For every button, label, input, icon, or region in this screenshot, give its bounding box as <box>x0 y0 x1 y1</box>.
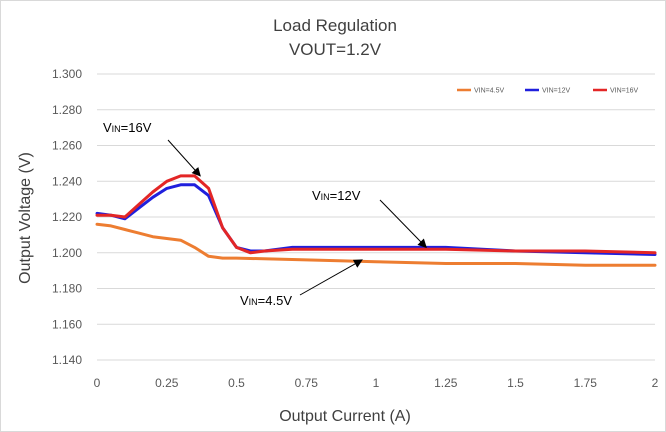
chart-title: Load Regulation <box>273 16 397 35</box>
x-tick-labels: 0 0.25 0.5 0.75 1 1.25 1.5 1.75 2 <box>94 376 659 390</box>
series-line-1 <box>95 183 657 256</box>
x-tick-label: 2 <box>652 376 659 390</box>
x-tick-label: 0.75 <box>295 376 319 390</box>
annotation-arrow <box>379 199 427 249</box>
x-tick-label: 0 <box>94 376 101 390</box>
legend-label: VIN=4.5V <box>474 88 504 95</box>
annotation-label: VIN=12V <box>312 188 361 203</box>
annotation-arrow <box>167 139 201 177</box>
x-tick-label: 0.5 <box>228 376 245 390</box>
annotation-main: V <box>240 293 249 308</box>
chart-subtitle: VOUT=1.2V <box>289 40 382 59</box>
y-tick-label: 1.260 <box>52 139 82 153</box>
annotation-rest: =4.5V <box>258 293 293 308</box>
series-line-2 <box>95 174 657 255</box>
y-tick-label: 1.240 <box>52 174 82 188</box>
annotation-label: VIN=4.5V <box>240 293 292 308</box>
gridlines <box>97 73 655 361</box>
y-tick-label: 1.180 <box>52 282 82 296</box>
annotation-rest: =12V <box>330 188 361 203</box>
y-tick-label: 1.140 <box>52 353 82 367</box>
y-axis-label: Output Voltage (V) <box>17 152 34 284</box>
annotation-arrow <box>299 259 363 296</box>
annotation-rest: =16V <box>121 120 152 135</box>
y-tick-label: 1.300 <box>52 67 82 81</box>
y-tick-label: 1.280 <box>52 103 82 117</box>
x-tick-label: 0.25 <box>155 376 179 390</box>
x-tick-label: 1.75 <box>574 376 598 390</box>
annotation-label: VIN=16V <box>103 120 152 135</box>
annotation-main: V <box>103 120 112 135</box>
annotation-subscript: IN <box>321 192 330 202</box>
x-tick-label: 1.25 <box>434 376 458 390</box>
x-tick-label: 1.5 <box>507 376 524 390</box>
legend-label: VIN=12V <box>542 88 571 95</box>
series-lines <box>95 174 657 267</box>
series-line-0 <box>95 222 657 267</box>
x-axis-label: Output Current (A) <box>279 408 411 425</box>
y-tick-label: 1.160 <box>52 317 82 331</box>
annotation-subscript: IN <box>112 124 121 134</box>
y-tick-labels: 1.300 1.280 1.260 1.240 1.220 1.200 1.180 1.160… <box>52 67 82 367</box>
y-tick-label: 1.200 <box>52 246 82 260</box>
annotation-subscript: IN <box>249 297 258 307</box>
x-tick-label: 1 <box>373 376 380 390</box>
y-tick-label: 1.220 <box>52 210 82 224</box>
legend: VIN=4.5V VIN=12V VIN=16V <box>457 88 639 95</box>
annotation-main: V <box>312 188 321 203</box>
legend-label: VIN=16V <box>610 88 639 95</box>
